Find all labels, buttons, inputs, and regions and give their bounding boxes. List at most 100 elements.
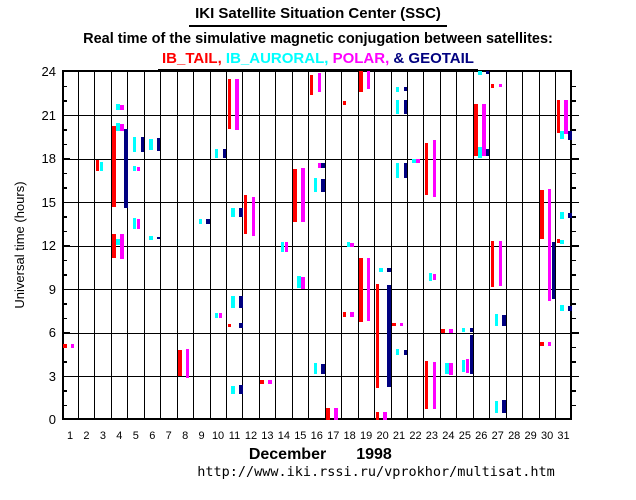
x-day-label: 27 (491, 430, 504, 442)
day-gridline (390, 70, 392, 420)
x-day-label: 31 (557, 430, 570, 442)
day-gridline (110, 70, 112, 420)
conjugation-bar-ib_auroral (395, 99, 400, 115)
conjugation-bar-polar (185, 348, 190, 378)
y-tick-label: 12 (41, 238, 56, 253)
y-tick-label: 15 (41, 194, 56, 210)
y-axis-tick-left (62, 158, 70, 160)
x-axis-month-label: December (248, 446, 327, 463)
conjugation-bar-polar (432, 362, 437, 410)
y-axis-tick-right (572, 288, 579, 291)
conjugation-bar-geotail (239, 322, 243, 328)
conjugation-bar-geotail (502, 400, 506, 413)
conjugation-bar-ib_auroral (313, 177, 318, 193)
y-axis-tick-right (572, 143, 576, 146)
x-day-label: 5 (132, 430, 139, 442)
conjugation-bar-ib_auroral (313, 363, 318, 375)
y-axis-tick-right (572, 274, 576, 276)
conjugation-bar-ib_tail (441, 328, 445, 333)
day-gridline (209, 70, 211, 420)
y-axis-tick-left (62, 216, 67, 218)
conjugation-bar-ib_auroral (560, 211, 564, 220)
conjugation-bar-ib_auroral (231, 296, 235, 308)
conjugation-bar-polar (564, 99, 568, 135)
conjugation-bar-geotail (321, 364, 325, 374)
y-axis-tick-right (572, 216, 576, 218)
conjugation-bar-geotail (124, 128, 128, 209)
y-tick-label: 6 (48, 325, 56, 340)
y-tick-label: 24 (41, 64, 56, 79)
conjugation-bar-geotail (469, 327, 474, 332)
x-day-label: 1 (66, 430, 74, 442)
conjugation-bar-geotail (321, 179, 325, 192)
y-axis-tick-right (572, 346, 576, 349)
conjugation-bar-ib_auroral (461, 327, 466, 332)
conjugation-bar-geotail (239, 385, 243, 394)
conjugation-bar-ib_auroral (395, 162, 400, 178)
conjugation-bar-geotail (140, 137, 144, 153)
day-gridline (275, 70, 277, 420)
day-gridline (94, 70, 96, 420)
day-gridline (538, 70, 540, 420)
conjugation-bar-geotail (239, 207, 243, 217)
y-axis-tick-left (62, 288, 70, 291)
conjugation-plot-area (62, 70, 579, 420)
conjugation-bar-ib_tail (359, 257, 363, 323)
conjugation-bar-ib_tail (227, 324, 232, 328)
conjugation-bar-polar (465, 359, 470, 373)
conjugation-bar-ib_tail (243, 195, 248, 235)
conjugation-bar-polar (317, 163, 322, 168)
conjugation-bar-ib_tail (112, 126, 116, 207)
day-gridline (406, 70, 408, 420)
conjugation-bar-polar (547, 241, 552, 302)
conjugation-bar-ib_auroral (116, 123, 120, 131)
conjugation-bar-polar (432, 273, 437, 281)
conjugation-bar-polar (120, 234, 124, 260)
conjugation-bar-ib_auroral (132, 166, 137, 171)
conjugation-bar-ib_auroral (395, 348, 400, 356)
page-title: IKI Satellite Situation Center (SSC) (189, 5, 447, 27)
conjugation-bar-geotail (568, 212, 572, 219)
y-axis-tick-right (572, 129, 576, 131)
legend-item-geotail: & GEOTAIL (393, 50, 474, 67)
conjugation-bar-polar (268, 380, 272, 384)
day-gridline (160, 70, 162, 420)
conjugation-bar-ib_auroral (99, 161, 104, 171)
x-day-label: 21 (392, 430, 406, 442)
day-gridline (324, 70, 326, 420)
conjugation-bar-ib_tail (474, 103, 478, 157)
x-day-label: 24 (442, 430, 455, 442)
y-axis-tick-right (572, 375, 579, 378)
day-gridline (423, 70, 425, 420)
conjugation-bar-polar (301, 277, 305, 289)
day-gridline (357, 70, 359, 420)
day-gridline (374, 70, 376, 420)
conjugation-bar-ib_tail (540, 190, 544, 240)
x-day-label: 14 (277, 430, 290, 442)
conjugation-bar-ib_auroral (214, 148, 219, 158)
conjugation-bar-polar (284, 241, 289, 252)
conjugation-bar-ib_tail (392, 322, 396, 327)
x-day-label: 28 (508, 430, 521, 442)
conjugation-bar-polar (350, 243, 354, 248)
conjugation-bar-ib_auroral (494, 314, 499, 327)
conjugation-bar-polar (235, 79, 239, 130)
conjugation-bar-ib_tail (490, 240, 495, 288)
y-axis-tick-right (572, 332, 579, 334)
conjugation-bar-ib_auroral (132, 218, 137, 229)
conjugation-bar-geotail (568, 306, 572, 311)
legend-item-ib_tail: IB_TAIL, (162, 50, 226, 67)
x-day-label: 7 (165, 430, 172, 442)
x-day-label: 18 (343, 430, 356, 442)
conjugation-bar-ib_auroral (297, 276, 301, 289)
y-axis-tick-left (62, 332, 70, 334)
x-day-label: 22 (409, 430, 422, 442)
footer-url: http://www.iki.rssi.ru/vprokhor/multisat… (197, 464, 555, 480)
x-day-label: 10 (211, 430, 225, 442)
conjugation-bar-ib_tail (540, 342, 544, 347)
conjugation-bar-ib_auroral (461, 359, 466, 373)
conjugation-bar-polar (120, 124, 124, 131)
conjugation-bar-polar (482, 103, 486, 157)
conjugation-bar-ib_tail (359, 71, 363, 92)
